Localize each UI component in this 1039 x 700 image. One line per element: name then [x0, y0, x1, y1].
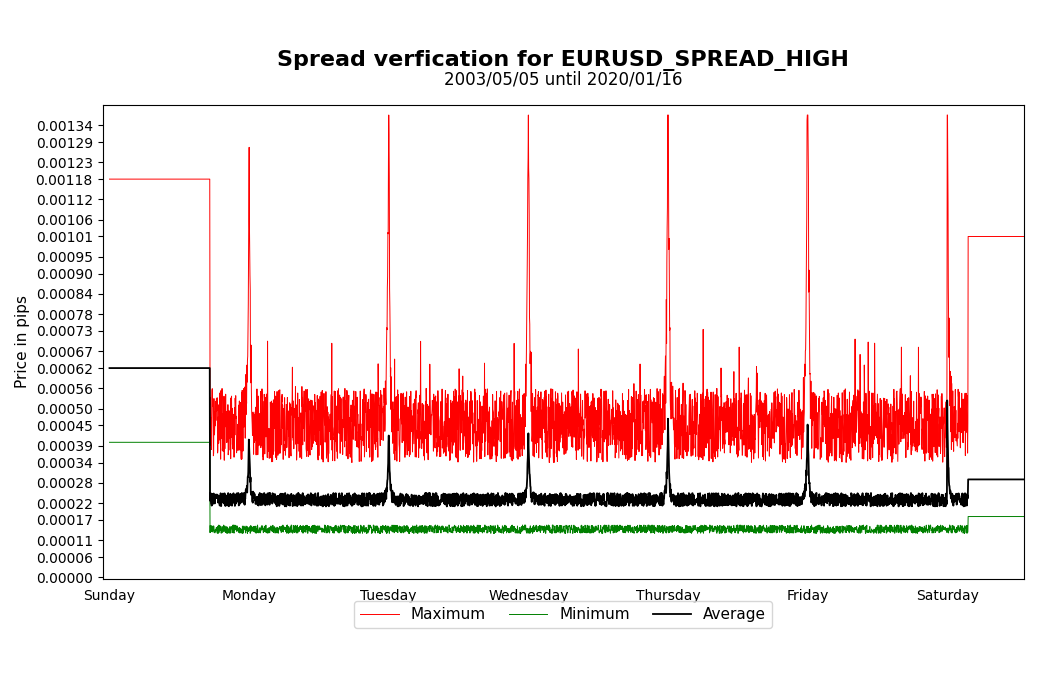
- Y-axis label: Price in pips: Price in pips: [15, 295, 30, 388]
- Minimum: [1005, 512, 1017, 521]
- Minimum: [564, 524, 577, 532]
- Minimum: [308, 522, 320, 530]
- Line: Average: Average: [109, 368, 1039, 506]
- Maximum: [308, 439, 320, 447]
- Title: Spread verfication for EURUSD_SPREAD_HIGH: Spread verfication for EURUSD_SPREAD_HIG…: [277, 50, 849, 71]
- Average: [724, 500, 737, 509]
- Legend: Maximum, Minimum, Average: Maximum, Minimum, Average: [354, 601, 772, 628]
- Line: Minimum: Minimum: [109, 442, 1039, 533]
- Maximum: [565, 402, 578, 411]
- Minimum: [684, 524, 696, 533]
- Minimum: [724, 528, 737, 537]
- Text: 2003/05/05 until 2020/01/16: 2003/05/05 until 2020/01/16: [444, 70, 683, 88]
- Average: [103, 364, 115, 372]
- Maximum: [457, 389, 470, 397]
- Average: [308, 494, 320, 502]
- Maximum: [382, 111, 395, 119]
- Average: [1005, 475, 1017, 484]
- Average: [564, 500, 577, 508]
- Maximum: [1005, 232, 1017, 241]
- Average: [684, 500, 696, 508]
- Line: Maximum: Maximum: [109, 115, 1039, 463]
- Maximum: [724, 395, 737, 403]
- Minimum: [457, 524, 470, 533]
- Average: [489, 502, 502, 510]
- Maximum: [346, 458, 358, 467]
- Average: [456, 500, 469, 509]
- Maximum: [684, 430, 696, 439]
- Minimum: [103, 438, 115, 447]
- Maximum: [103, 175, 115, 183]
- Minimum: [373, 529, 385, 538]
